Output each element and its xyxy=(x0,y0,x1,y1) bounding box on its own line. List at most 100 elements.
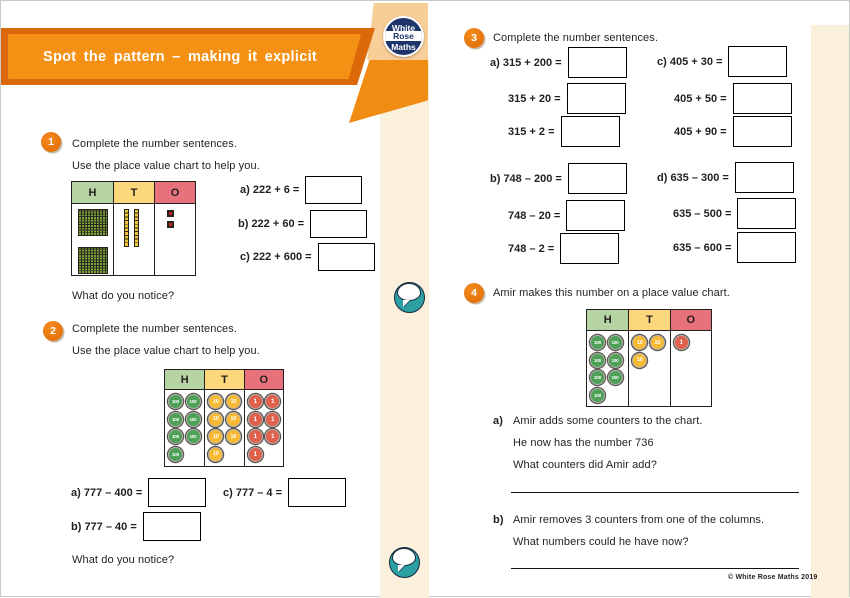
q2-equation-a: a) 777 – 400 = xyxy=(71,486,143,499)
hundred-counter: 100 xyxy=(185,411,201,427)
q3-equation-b3: 748 – 2 = xyxy=(508,242,555,255)
question-3-badge: 3 xyxy=(464,28,484,48)
q3-answer-box-b2[interactable] xyxy=(566,200,626,231)
one-counter: 1 xyxy=(247,429,263,444)
hundred-counter: 100 xyxy=(590,335,605,350)
question-1-badge: 1 xyxy=(41,132,61,152)
q4-ones-cell: 1 xyxy=(669,331,711,406)
one-counter: 1 xyxy=(265,394,281,409)
logo-line-3: Maths xyxy=(391,42,416,52)
speech-bubble-icon xyxy=(394,282,425,313)
q2-answer-box-c[interactable] xyxy=(288,478,347,507)
q1-answer-box-c[interactable] xyxy=(317,243,375,271)
logo-line-2: Rose xyxy=(385,31,422,41)
q4b-answer-line[interactable] xyxy=(511,568,799,569)
q2-hundreds-cell: 100 100 100 100 100 100 100 xyxy=(165,390,204,466)
q3-answer-box-b3[interactable] xyxy=(560,233,620,264)
ten-counter: 10 xyxy=(225,429,241,444)
q3-answer-box-a2[interactable] xyxy=(566,83,626,114)
ten-counter: 10 xyxy=(225,394,241,409)
ten-counter: 10 xyxy=(208,394,224,409)
q3-answer-box-d3[interactable] xyxy=(737,232,797,263)
q2-equation-c: c) 777 – 4 = xyxy=(223,486,283,499)
q4a-answer-line[interactable] xyxy=(511,492,799,493)
q3-answer-box-c1[interactable] xyxy=(728,46,788,77)
q3-equation-a1: a) 315 + 200 = xyxy=(490,56,562,69)
q3-answer-box-c3[interactable] xyxy=(732,116,792,147)
q2-answer-box-b[interactable] xyxy=(142,512,201,541)
q4-intro: Amir makes this number on a place value … xyxy=(493,287,730,299)
q1-equation-b: b) 222 + 60 = xyxy=(238,218,305,230)
q1-ones-cell xyxy=(154,204,195,275)
ten-rod-block xyxy=(134,209,139,247)
ones-header: O xyxy=(154,182,195,204)
tens-header: T xyxy=(204,370,244,390)
q1-instruction-1: Complete the number sentences. xyxy=(72,138,238,150)
hundreds-header: H xyxy=(587,310,629,331)
hundred-counter: 100 xyxy=(590,387,605,403)
hundred-flat-block xyxy=(78,247,108,274)
q3-answer-box-d1[interactable] xyxy=(734,162,794,193)
one-counter: 1 xyxy=(265,429,281,444)
ten-counter: 10 xyxy=(208,446,224,462)
hundreds-header: H xyxy=(72,182,113,204)
q4b-label: b) xyxy=(493,514,504,526)
logo-line-1: White xyxy=(391,23,416,33)
center-cream-strip xyxy=(380,57,429,598)
ten-rod-block xyxy=(124,209,129,247)
tens-header: T xyxy=(113,182,154,204)
q3-answer-box-c2[interactable] xyxy=(732,83,792,114)
q4-place-value-chart: H T O 100 100 100 100 100 100 100 10 10 10 1 xyxy=(586,309,712,407)
white-rose-maths-logo: White Rose Maths xyxy=(383,16,424,57)
q3-answer-box-a3[interactable] xyxy=(560,116,620,147)
q3-equation-b2: 748 – 20 = xyxy=(508,209,561,222)
q2-place-value-chart: H T O 100 100 100 100 100 100 100 10 10 10 10 10 10… xyxy=(164,369,284,467)
ten-counter: 10 xyxy=(208,429,224,444)
ten-counter: 10 xyxy=(632,335,648,350)
q4a-line-1: Amir adds some counters to the chart. xyxy=(513,415,703,427)
q1-hundreds-cell xyxy=(72,204,113,275)
hundred-counter: 100 xyxy=(590,352,605,368)
question-2-badge: 2 xyxy=(43,321,63,341)
q4-hundreds-cell: 100 100 100 100 100 100 100 xyxy=(587,331,628,406)
q4b-line-1: Amir removes 3 counters from one of the … xyxy=(513,514,765,526)
copyright-footer: © White Rose Maths 2019 xyxy=(728,574,818,581)
hundred-counter: 100 xyxy=(607,335,623,350)
q3-answer-box-b1[interactable] xyxy=(567,163,627,194)
ten-counter: 10 xyxy=(649,335,665,350)
one-counter: 1 xyxy=(673,335,689,350)
q1-answer-box-b[interactable] xyxy=(310,210,368,238)
speech-bubble-icon xyxy=(389,547,420,578)
q3-instruction: Complete the number sentences. xyxy=(493,32,659,44)
one-cube-block xyxy=(167,221,174,228)
q2-instruction-2: Use the place value chart to help you. xyxy=(72,345,260,357)
q1-equation-a: a) 222 + 6 = xyxy=(240,184,300,196)
q3-equation-c1: c) 405 + 30 = xyxy=(657,55,723,68)
hundred-counter: 100 xyxy=(590,370,605,385)
page-title: Spot the pattern – making it explicit xyxy=(43,48,318,65)
q3-answer-box-a1[interactable] xyxy=(567,47,627,78)
q2-answer-box-a[interactable] xyxy=(148,478,207,507)
ten-counter: 10 xyxy=(225,411,241,427)
title-banner: Spot the pattern – making it explicit xyxy=(1,28,375,85)
hundred-counter: 100 xyxy=(168,446,183,462)
hundred-counter: 100 xyxy=(168,394,183,409)
title-banner-inner: Spot the pattern – making it explicit xyxy=(8,34,361,79)
q2-tens-cell: 10 10 10 10 10 10 10 xyxy=(204,390,243,466)
ten-counter: 10 xyxy=(208,411,224,427)
q2-notice-prompt: What do you notice? xyxy=(72,554,175,566)
ones-header: O xyxy=(669,310,711,331)
q3-equation-b1: b) 748 – 200 = xyxy=(490,172,562,185)
hundred-counter: 100 xyxy=(185,429,201,444)
q1-place-value-chart: H T O xyxy=(71,181,196,276)
tens-header: T xyxy=(628,310,670,331)
q1-answer-box-a[interactable] xyxy=(305,176,363,204)
q1-tens-cell xyxy=(113,204,154,275)
q1-instruction-2: Use the place value chart to help you. xyxy=(72,160,260,172)
ten-counter: 10 xyxy=(632,352,648,368)
one-counter: 1 xyxy=(247,411,263,427)
q3-answer-box-d2[interactable] xyxy=(737,198,797,229)
q3-equation-c2: 405 + 50 = xyxy=(674,92,727,105)
right-cream-strip xyxy=(811,25,849,598)
q1-equation-c: c) 222 + 600 = xyxy=(240,251,312,263)
